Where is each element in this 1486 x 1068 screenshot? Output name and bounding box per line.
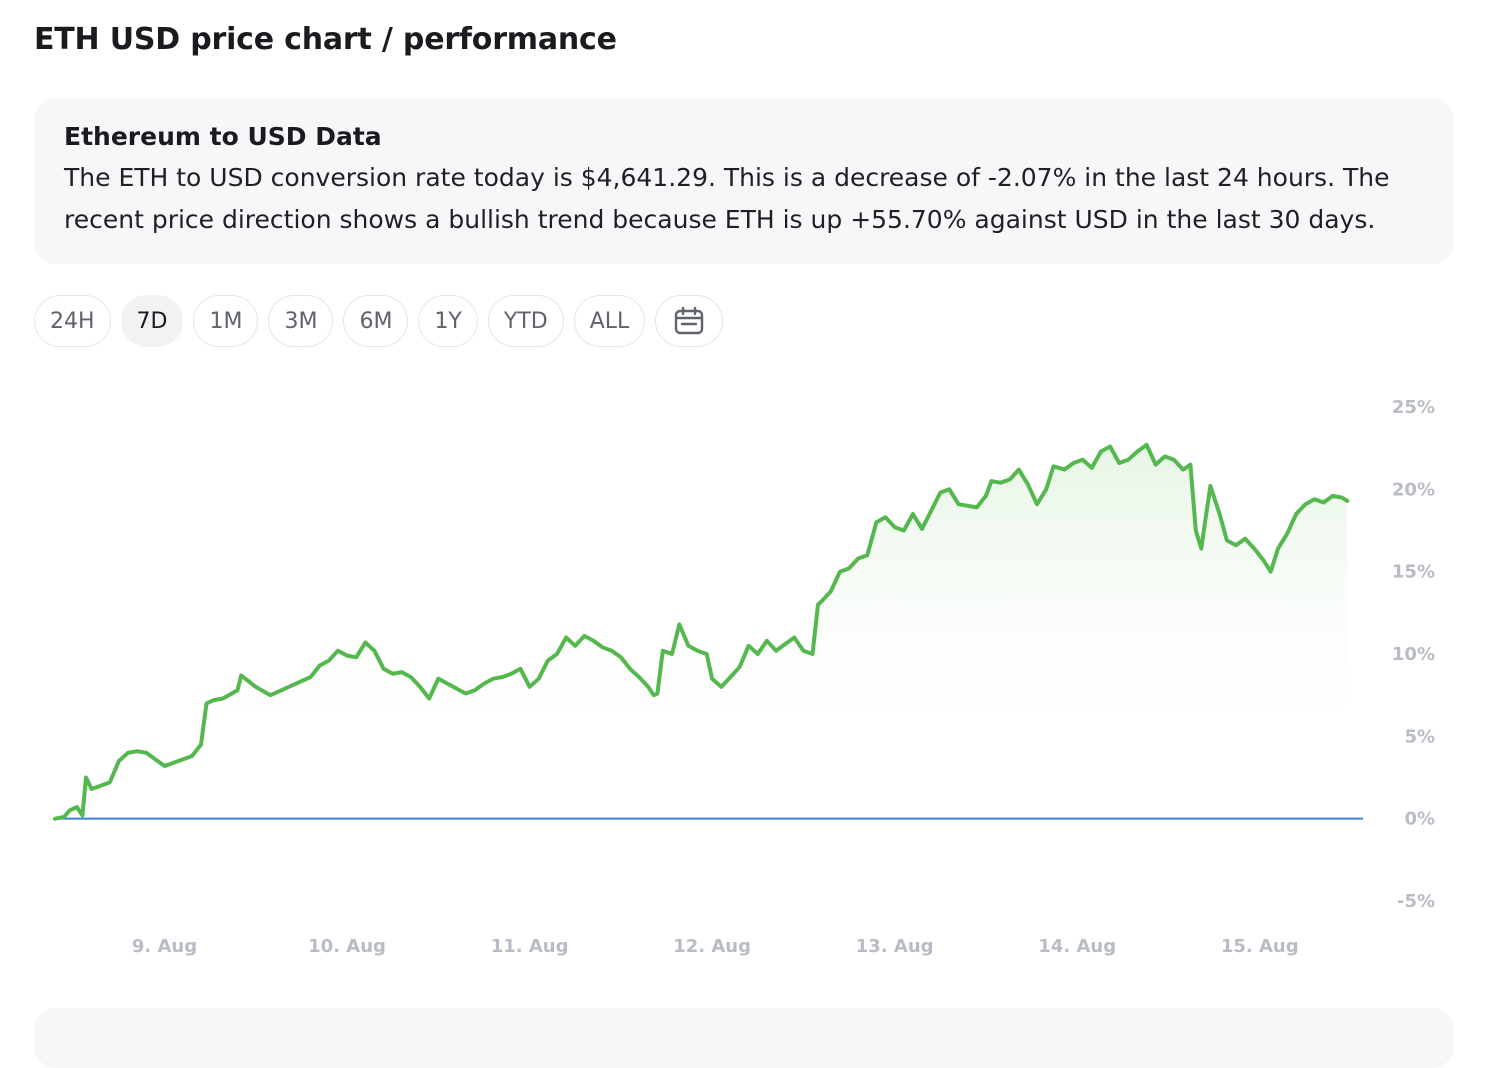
x-tick-label: 9. Aug <box>132 936 197 957</box>
price-line <box>53 442 1350 821</box>
y-tick-label: -5% <box>1397 891 1435 912</box>
page-title: ETH USD price chart / performance <box>34 22 617 57</box>
x-tick-label: 10. Aug <box>308 936 386 957</box>
date-range-button[interactable] <box>655 295 724 347</box>
y-tick-label: 20% <box>1392 479 1435 500</box>
y-tick-label: 0% <box>1404 809 1435 830</box>
x-tick-label: 12. Aug <box>673 936 751 957</box>
y-tick-label: 10% <box>1392 644 1435 665</box>
range-selector: 24H 7D 1M 3M 6M 1Y YTD ALL <box>34 295 724 347</box>
y-tick-label: 25% <box>1392 397 1435 418</box>
range-button-ytd[interactable]: YTD <box>487 295 564 347</box>
calendar-icon <box>675 307 704 335</box>
y-tick-label: 15% <box>1392 562 1435 583</box>
x-tick-label: 14. Aug <box>1038 936 1116 957</box>
price-area-fill <box>55 444 1348 819</box>
range-button-6m[interactable]: 6M <box>343 295 409 347</box>
next-section-card <box>34 1008 1454 1068</box>
x-tick-label: 13. Aug <box>856 936 934 957</box>
range-button-3m[interactable]: 3M <box>268 295 334 347</box>
range-button-1m[interactable]: 1M <box>193 295 259 347</box>
info-heading: Ethereum to USD Data <box>64 122 382 151</box>
range-button-24h[interactable]: 24H <box>34 295 111 347</box>
y-tick-label: 5% <box>1404 726 1435 747</box>
x-tick-label: 11. Aug <box>491 936 569 957</box>
info-text: The ETH to USD conversion rate today is … <box>64 163 1390 234</box>
range-button-all[interactable]: ALL <box>573 295 646 347</box>
range-button-7d[interactable]: 7D <box>120 295 184 347</box>
x-tick-label: 15. Aug <box>1221 936 1299 957</box>
info-box: Ethereum to USD Data The ETH to USD conv… <box>34 98 1454 264</box>
price-performance-chart: -5% 0% 5% 10% 15% 20% 25% 9. Aug 10. Aug 11. Aug… <box>53 397 1435 957</box>
range-button-1y[interactable]: 1Y <box>418 295 478 347</box>
